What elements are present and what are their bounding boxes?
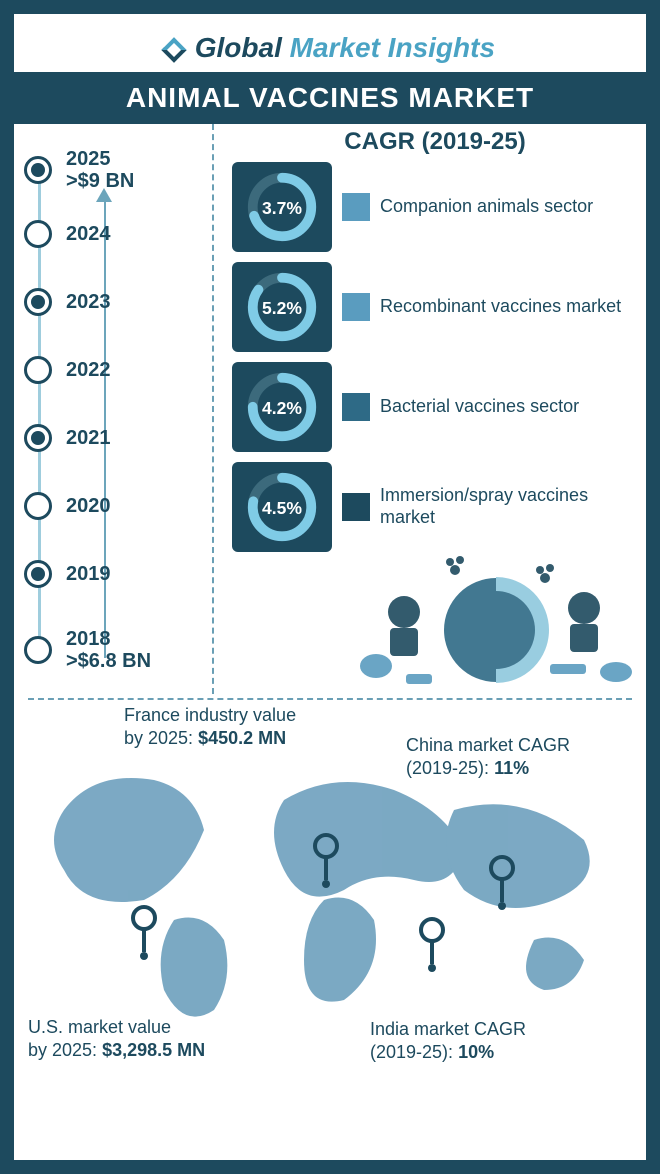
- cagr-pct: 4.2%: [262, 398, 302, 418]
- timeline-point: 2018>$6.8 BN: [24, 628, 151, 672]
- map-callout: France industry valueby 2025: $450.2 MN: [124, 704, 296, 749]
- main-title: ANIMAL VACCINES MARKET: [14, 72, 646, 124]
- map-callout: China market CAGR(2019-25): 11%: [406, 734, 570, 779]
- timeline-year: 2018>$6.8 BN: [66, 628, 151, 672]
- cagr-legend-swatch: [342, 493, 370, 521]
- timeline-point: 2023: [24, 288, 111, 316]
- cagr-heading: CAGR (2019-25): [232, 128, 638, 156]
- logo-diamond-icon: [161, 37, 186, 62]
- timeline-year: 2019: [66, 563, 111, 585]
- cagr-pct: 3.7%: [262, 198, 302, 218]
- timeline-year: 2023: [66, 291, 111, 313]
- timeline-column: 2025>$9 BN 2024 2023 2022 2021 2020 2019 2018>$…: [14, 124, 214, 694]
- cagr-label: Recombinant vaccines market: [380, 296, 621, 318]
- cagr-row: 5.2% Recombinant vaccines market: [232, 262, 638, 352]
- timeline-dot-icon: [24, 492, 52, 520]
- timeline-year: 2024: [66, 223, 111, 245]
- timeline-point: 2020: [24, 492, 111, 520]
- world-map-section: France industry valueby 2025: $450.2 MN C…: [14, 700, 646, 1080]
- infographic-frame: Global Market Insights ANIMAL VACCINES M…: [0, 0, 660, 1174]
- cagr-donut-icon: 4.2%: [243, 368, 321, 446]
- cagr-donut-box: 3.7%: [232, 162, 332, 252]
- cagr-label: Bacterial vaccines sector: [380, 396, 579, 418]
- timeline-year: 2021: [66, 427, 111, 449]
- cagr-legend-swatch: [342, 393, 370, 421]
- cagr-label: Immersion/spray vaccines market: [380, 485, 638, 528]
- cagr-donut-icon: 3.7%: [243, 168, 321, 246]
- cagr-donut-icon: 4.5%: [243, 468, 321, 546]
- timeline-value: >$9 BN: [66, 170, 134, 192]
- cagr-pct: 4.5%: [262, 498, 302, 518]
- cagr-donut-box: 5.2%: [232, 262, 332, 352]
- logo-text-2: Market Insights: [290, 32, 495, 63]
- cagr-row: 4.2% Bacterial vaccines sector: [232, 362, 638, 452]
- timeline-dot-icon: [24, 288, 52, 316]
- map-pin-icon: [421, 919, 443, 972]
- timeline-point: 2024: [24, 220, 111, 248]
- timeline-dot-icon: [24, 220, 52, 248]
- cagr-donut-icon: 5.2%: [243, 268, 321, 346]
- cagr-pct: 5.2%: [262, 298, 302, 318]
- veterinary-illustration-icon: [346, 546, 646, 704]
- timeline-year: 2022: [66, 359, 111, 381]
- cagr-donut-box: 4.5%: [232, 462, 332, 552]
- timeline-dot-icon: [24, 636, 52, 664]
- cagr-row: 3.7% Companion animals sector: [232, 162, 638, 252]
- timeline-point: 2022: [24, 356, 111, 384]
- cagr-row: 4.5% Immersion/spray vaccines market: [232, 462, 638, 552]
- map-pin-icon: [133, 907, 155, 960]
- cagr-donut-box: 4.2%: [232, 362, 332, 452]
- timeline-value: >$6.8 BN: [66, 650, 151, 672]
- logo-text-1: Global: [195, 32, 282, 63]
- cagr-column: CAGR (2019-25) 3.7% Companion animals sec…: [214, 124, 646, 694]
- cagr-legend-swatch: [342, 193, 370, 221]
- timeline-dot-icon: [24, 560, 52, 588]
- cagr-legend-swatch: [342, 293, 370, 321]
- world-map-icon: [24, 740, 636, 1040]
- timeline-dot-icon: [24, 156, 52, 184]
- timeline-point: 2021: [24, 424, 111, 452]
- timeline-year: 2025>$9 BN: [66, 148, 134, 192]
- brand-logo: Global Market Insights: [14, 14, 646, 72]
- timeline-dot-icon: [24, 356, 52, 384]
- timeline-point: 2025>$9 BN: [24, 148, 134, 192]
- timeline-dot-icon: [24, 424, 52, 452]
- timeline-year: 2020: [66, 495, 111, 517]
- map-callout: India market CAGR(2019-25): 10%: [370, 1018, 526, 1063]
- cagr-label: Companion animals sector: [380, 196, 593, 218]
- map-callout: U.S. market valueby 2025: $3,298.5 MN: [28, 1016, 205, 1061]
- timeline-point: 2019: [24, 560, 111, 588]
